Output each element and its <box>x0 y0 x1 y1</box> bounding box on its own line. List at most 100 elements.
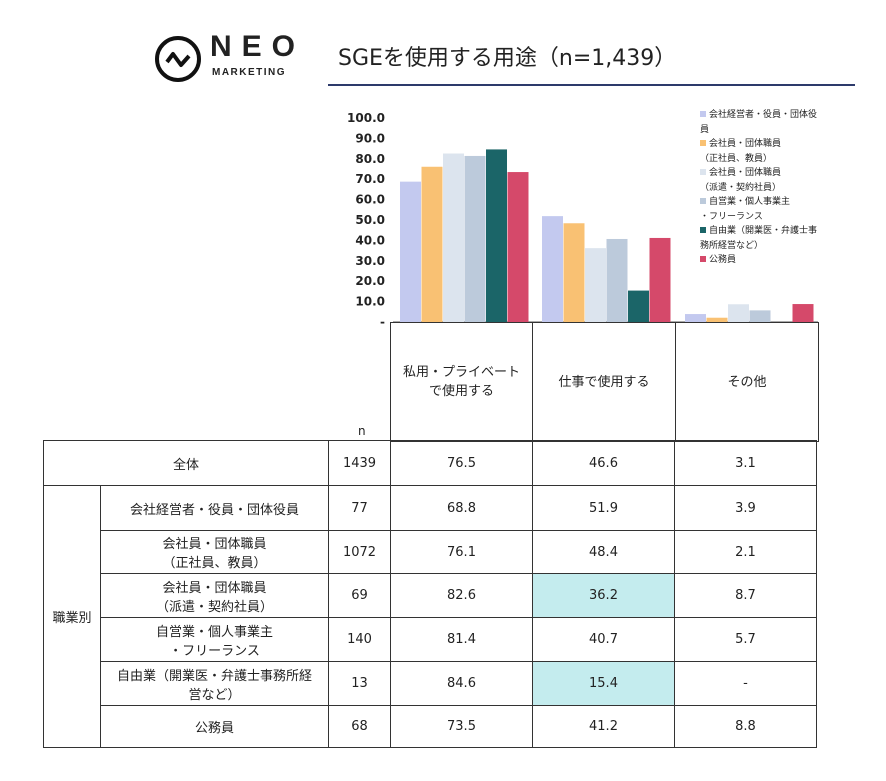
row-label: 会社経営者・役員・団体役員 <box>100 485 329 531</box>
n-cell: 1072 <box>328 530 391 574</box>
n-cell: 1439 <box>328 440 391 486</box>
y-tick-label: 20.0 <box>355 274 385 288</box>
n-column-label: n <box>358 424 366 438</box>
value-cell: 51.9 <box>532 485 675 531</box>
value-cell: 40.7 <box>532 617 675 662</box>
n-cell: 69 <box>328 573 391 618</box>
legend-swatch <box>700 111 706 117</box>
bar <box>507 172 529 322</box>
legend-swatch <box>700 198 706 204</box>
legend-item: 会社員・団体職員 <box>700 137 817 152</box>
bar <box>685 314 706 322</box>
legend-label: 会社員・団体職員 <box>709 139 782 149</box>
y-tick-label: 80.0 <box>355 152 385 166</box>
value-cell: 81.4 <box>390 617 533 662</box>
bar <box>749 310 771 322</box>
value-cell: 15.4 <box>532 661 675 706</box>
table-row-total: 全体 1439 76.5 46.6 3.1 <box>43 440 817 486</box>
y-tick-label: 100.0 <box>347 111 385 125</box>
bar <box>628 290 649 322</box>
legend-swatch <box>700 256 706 262</box>
legend-swatch <box>700 140 706 146</box>
legend-label: 自由業（開業医・弁護士事 <box>709 226 818 236</box>
legend-item: 員 <box>700 123 817 138</box>
bar <box>649 237 671 322</box>
row-label: 自由業（開業医・弁護士事務所経 営など） <box>100 661 329 706</box>
legend-item: 会社員・団体職員 <box>700 166 817 181</box>
y-tick-label: 40.0 <box>355 233 385 247</box>
brand-sub: MARKETING <box>212 67 287 78</box>
bar <box>792 304 814 322</box>
value-cell: - <box>674 661 817 706</box>
legend-item: （派遣・契約社員） <box>700 181 817 196</box>
bar <box>443 153 464 322</box>
column-header: その他 <box>675 322 819 442</box>
value-cell: 8.8 <box>674 705 817 748</box>
value-cell: 3.9 <box>674 485 817 531</box>
legend-label: （派遣・契約社員） <box>700 182 782 193</box>
legend-swatch <box>700 227 706 233</box>
results-table: 全体 1439 76.5 46.6 3.1 職業別 会社経営者・役員・団体役員 77 68.8 5… <box>43 440 817 748</box>
bar <box>728 304 749 322</box>
legend-label: 自営業・個人事業主 <box>709 197 791 207</box>
y-tick-label: 60.0 <box>355 193 385 207</box>
legend-item: 会社経営者・役員・団体役 <box>700 108 817 123</box>
legend-item: ・フリーランス <box>700 210 817 225</box>
n-cell: 140 <box>328 617 391 662</box>
title-underline <box>328 84 855 86</box>
row-label: 会社員・団体職員 （派遣・契約社員） <box>100 573 329 618</box>
legend-swatch <box>700 169 706 175</box>
bar <box>606 238 628 322</box>
bar <box>706 317 728 322</box>
value-cell: 48.4 <box>532 530 675 574</box>
legend-label: （正社員、教員） <box>700 153 773 164</box>
value-cell: 2.1 <box>674 530 817 574</box>
legend-label: ・フリーランス <box>700 211 763 222</box>
bar <box>400 181 421 322</box>
chart-legend: 会社経営者・役員・団体役員会社員・団体職員 （正社員、教員） 会社員・団体職員 （派遣… <box>700 108 817 268</box>
value-cell: 46.6 <box>532 440 675 486</box>
bar <box>563 223 585 322</box>
legend-item: 自営業・個人事業主 <box>700 195 817 210</box>
column-header: 仕事で使用する <box>532 322 676 442</box>
value-cell: 36.2 <box>532 573 675 618</box>
value-cell: 76.1 <box>390 530 533 574</box>
value-cell: 76.5 <box>390 440 533 486</box>
brand-name: NEO <box>210 30 306 63</box>
neo-logo-icon <box>155 36 201 82</box>
bar <box>486 149 507 322</box>
value-cell: 82.6 <box>390 573 533 618</box>
bar <box>585 248 606 322</box>
legend-item: 公務員 <box>700 253 817 268</box>
legend-item: 務所経営など） <box>700 239 817 254</box>
row-label: 公務員 <box>100 705 329 748</box>
table-row: 会社員・団体職員 （正社員、教員） 1072 76.1 48.4 2.1 <box>44 530 817 574</box>
legend-item: 自由業（開業医・弁護士事 <box>700 224 817 239</box>
n-cell: 68 <box>328 705 391 748</box>
row-label: 全体 <box>43 440 329 486</box>
value-cell: 73.5 <box>390 705 533 748</box>
legend-label: 会社員・団体職員 <box>709 168 782 178</box>
y-tick-label: 70.0 <box>355 172 385 186</box>
legend-item: （正社員、教員） <box>700 152 817 167</box>
bar-chart: - 10.0 20.0 30.0 40.0 50.0 60.0 70.0 80.0 90.0 100… <box>347 111 818 329</box>
column-header: 私用・プライベート で使用する <box>390 322 533 442</box>
row-label: 会社員・団体職員 （正社員、教員） <box>100 530 329 574</box>
table-row: 公務員 68 73.5 41.2 8.8 <box>44 705 817 748</box>
value-cell: 68.8 <box>390 485 533 531</box>
bar <box>464 155 486 322</box>
table-row: 会社員・団体職員 （派遣・契約社員） 69 82.6 36.2 8.7 <box>44 573 817 618</box>
group-label: 職業別 <box>43 485 101 748</box>
row-label: 自営業・個人事業主 ・フリーランス <box>100 617 329 662</box>
table-row: 自由業（開業医・弁護士事務所経 営など） 13 84.6 15.4- <box>44 661 817 706</box>
bar <box>542 216 563 322</box>
y-tick-label: 50.0 <box>355 213 385 227</box>
page-title: SGEを使用する用途（n=1,439） <box>338 46 677 71</box>
n-cell: 13 <box>328 661 391 706</box>
y-tick-label: 10.0 <box>355 295 385 309</box>
value-cell: 3.1 <box>674 440 817 486</box>
legend-label: 公務員 <box>709 255 737 265</box>
value-cell: 84.6 <box>390 661 533 706</box>
y-tick-label: - <box>380 315 385 329</box>
